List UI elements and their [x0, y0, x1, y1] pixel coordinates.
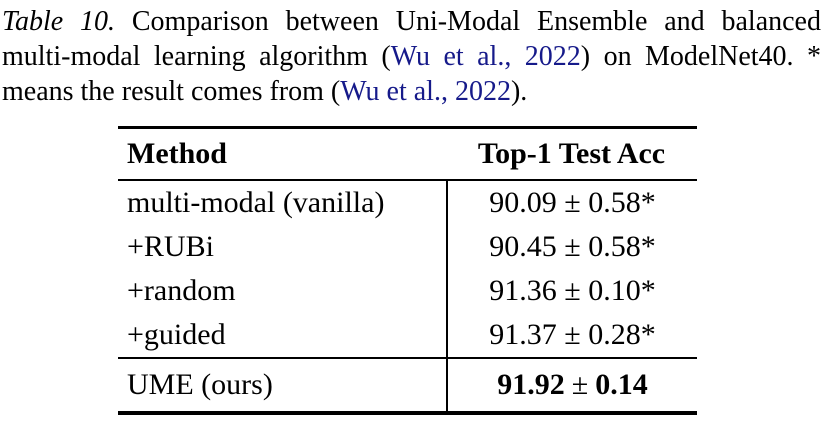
acc-cell-best: 91.92 ±0.14 — [446, 359, 697, 411]
citation-link[interactable]: Wu et al., 2022 — [340, 76, 511, 107]
acc-cell: 90.45 ± 0.58* — [446, 225, 697, 269]
method-cell: UME (ours) — [127, 368, 273, 401]
best-acc-value: 91.92 — [497, 368, 565, 401]
acc-cell: 91.36 ± 0.10* — [446, 269, 697, 313]
results-table: Method Top-1 Test Acc multi-modal (vanil… — [118, 126, 697, 415]
column-header-acc: Top-1 Test Acc — [477, 137, 666, 170]
table-caption: Table 10. Comparison between Uni-Modal E… — [0, 0, 823, 109]
method-cell: +guided — [127, 318, 226, 351]
caption-line-2: multi-modal learning algorithm (Wu et al… — [2, 39, 821, 74]
caption-text: ). — [510, 76, 528, 107]
highlight-row: UME (ours) 91.92 ±0.14 — [118, 359, 697, 411]
table-row: +RUBi 90.45 ± 0.58* — [118, 225, 697, 269]
acc-cell: 91.37 ± 0.28* — [446, 313, 697, 357]
best-acc-std: 0.14 — [595, 368, 648, 401]
caption-text: means the result comes from ( — [2, 76, 341, 107]
method-cell: +random — [127, 274, 236, 307]
caption-text: multi-modal learning algorithm ( — [2, 41, 391, 72]
table-header-row: Method Top-1 Test Acc — [118, 129, 697, 181]
acc-cell: 90.09 ± 0.58* — [446, 181, 697, 225]
table-row: +guided 91.37 ± 0.28* — [118, 313, 697, 357]
caption-text: ) on ModelNet40. * — [580, 41, 822, 72]
table-row: +random 91.36 ± 0.10* — [118, 269, 697, 313]
method-cell: +RUBi — [127, 230, 214, 263]
caption-line-1: Table 10. Comparison between Uni-Modal E… — [2, 4, 821, 39]
plus-minus-symbol: ± — [571, 368, 589, 401]
method-cell: multi-modal (vanilla) — [127, 186, 385, 219]
caption-line-3: means the result comes from (Wu et al., … — [2, 74, 821, 109]
table-row: multi-modal (vanilla) 90.09 ± 0.58* — [118, 181, 697, 225]
table-body: multi-modal (vanilla) 90.09 ± 0.58* +RUB… — [118, 181, 697, 359]
table-number-label: Table 10. — [2, 6, 116, 37]
caption-text: Comparison between Uni-Modal Ensemble an… — [115, 6, 821, 37]
citation-link[interactable]: Wu et al., 2022 — [390, 41, 581, 72]
column-header-method: Method — [127, 137, 227, 170]
